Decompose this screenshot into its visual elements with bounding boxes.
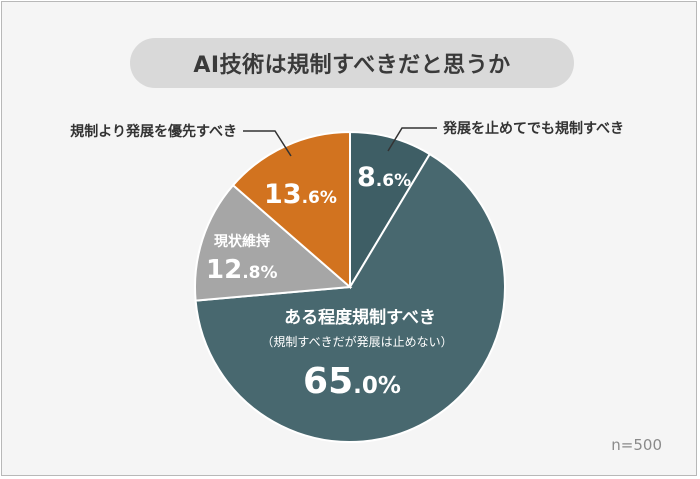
sample-size-note: n=500 <box>611 436 662 454</box>
category-label-slice-3: 規制より発展を優先すべき <box>70 123 237 140</box>
category-label-slice-2: 現状維持 <box>214 233 270 250</box>
value-label-slice-3: 13.6% <box>264 179 337 210</box>
pie-slice-3 <box>231 130 351 290</box>
category-label-slice-0: 発展を止めてでも規制すべき <box>442 120 624 137</box>
value-label-slice-2: 12.8% <box>206 255 278 285</box>
pie-slices <box>194 130 506 443</box>
pie-slice-2 <box>194 183 353 302</box>
category-label-slice-1: ある程度規制すべき <box>284 307 436 328</box>
pie-slice-0 <box>349 130 432 291</box>
leader-line-slice-3 <box>243 130 292 157</box>
value-label-slice-0: 8.6% <box>357 162 411 193</box>
chart-title: AI技術は規制すべきだと思うか <box>130 38 574 88</box>
value-label-slice-1: 65.0% <box>303 361 401 402</box>
pie-slice-1 <box>194 152 506 443</box>
sublabel-slice-1: （規制すべきだが発展は止めない） <box>261 334 452 349</box>
leader-line-slice-0 <box>387 127 437 152</box>
